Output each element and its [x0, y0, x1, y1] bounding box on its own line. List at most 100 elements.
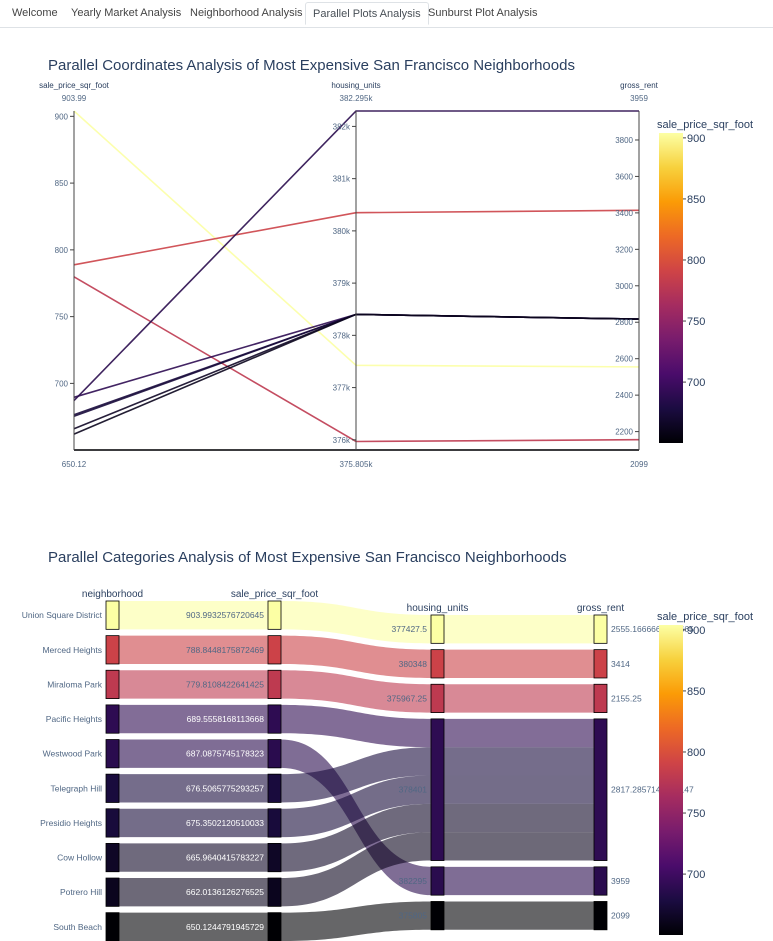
parallel-categories-chart[interactable]: Parallel Categories Analysis of Most Exp…: [0, 540, 773, 941]
category-label: 2099: [611, 911, 630, 921]
axis-tick-label: 3800: [615, 136, 633, 145]
price-block: [267, 912, 282, 941]
axis-tick-label: 850: [55, 179, 69, 188]
rent-block: [593, 866, 608, 896]
tab-neighborhood-analysis[interactable]: Neighborhood Analysis: [190, 7, 303, 19]
chart-title: Parallel Categories Analysis of Most Exp…: [48, 549, 567, 566]
category-ribbon: [119, 704, 268, 734]
category-ribbon: [444, 832, 594, 861]
category-label: 687.0875745178323: [186, 749, 264, 759]
axis-tick-label: 800: [55, 246, 69, 255]
axis-tick-label: 381k: [333, 175, 351, 184]
category-label: 2155.25: [611, 693, 642, 703]
axis-max-label: 3959: [630, 94, 648, 103]
axis-tick-label: 3200: [615, 245, 633, 254]
colorbar-tick-label: 700: [687, 377, 705, 389]
colorbar-tick-label: 900: [687, 133, 705, 145]
axis-tick-label: 2400: [615, 391, 633, 400]
axis-tick-label: 376k: [333, 436, 351, 445]
category-label: 903.9932576720645: [186, 610, 264, 620]
category-ribbon: [119, 635, 268, 664]
price-block: [267, 843, 282, 873]
tab-bar: Welcome Yearly Market Analysis Neighborh…: [0, 0, 773, 28]
category-ribbon: [281, 775, 431, 838]
category-ribbon: [119, 670, 268, 699]
category-label: Cow Hollow: [57, 853, 103, 863]
housing-block: [430, 683, 445, 713]
tab-yearly-market-analysis[interactable]: Yearly Market Analysis: [71, 7, 182, 19]
category-ribbon: [444, 649, 594, 678]
axis-tick-label: 379k: [333, 279, 351, 288]
housing-block: [430, 718, 445, 861]
dimension-label: gross_rent: [577, 603, 624, 614]
tab-welcome[interactable]: Welcome: [12, 7, 58, 19]
category-label: 675.3502120510033: [186, 818, 264, 828]
colorbar-tick-label: 850: [687, 194, 705, 206]
axis-max-label: 382.295k: [340, 94, 374, 103]
axis-tick-label: 3000: [615, 282, 633, 291]
category-label: 665.9640415783227: [186, 853, 264, 863]
category-label: 377427.5: [392, 624, 428, 634]
neighborhood-block: [105, 704, 120, 734]
category-label: 676.5065775293257: [186, 783, 264, 793]
category-ribbon: [444, 775, 594, 804]
category-label: Union Square District: [22, 610, 103, 620]
category-ribbon: [444, 747, 594, 776]
category-ribbon: [281, 635, 431, 678]
category-ribbon: [119, 774, 268, 803]
axis-label: housing_units: [331, 81, 380, 90]
category-label: 380348: [399, 659, 428, 669]
category-ribbon: [119, 739, 268, 768]
category-ribbon: [119, 601, 268, 630]
neighborhood-block: [105, 739, 120, 769]
category-ribbon: [281, 901, 431, 941]
colorbar: [659, 625, 683, 935]
housing-block: [430, 901, 445, 931]
price-block: [267, 600, 282, 630]
category-label: 779.8108422641425: [186, 679, 264, 689]
chart-title: Parallel Coordinates Analysis of Most Ex…: [48, 57, 575, 74]
tab-sunburst-plot-analysis[interactable]: Sunburst Plot Analysis: [428, 7, 538, 19]
category-label: Merced Heights: [42, 645, 102, 655]
category-ribbon: [444, 901, 594, 930]
axis-tick-label: 2600: [615, 355, 633, 364]
price-block: [267, 808, 282, 838]
colorbar-title: sale_price_sqr_foot: [657, 119, 753, 131]
axis-tick-label: 378k: [333, 331, 351, 340]
rent-block: [593, 683, 608, 713]
category-ribbon: [444, 866, 594, 896]
category-ribbon: [119, 808, 268, 838]
category-ribbon: [281, 704, 431, 748]
neighborhood-block: [105, 669, 120, 699]
price-block: [267, 704, 282, 734]
housing-block: [430, 649, 445, 679]
category-label: 375805: [399, 911, 428, 921]
axis-tick-label: 2200: [615, 428, 633, 437]
colorbar: [659, 133, 683, 443]
category-ribbon: [119, 843, 268, 872]
colorbar-tick-label: 800: [687, 747, 705, 759]
housing-block: [430, 866, 445, 896]
rent-block: [593, 718, 608, 861]
axis-tick-label: 700: [55, 379, 69, 388]
colorbar-tick-label: 850: [687, 686, 705, 698]
parallel-coordinates-chart[interactable]: Parallel Coordinates Analysis of Most Ex…: [0, 40, 773, 480]
category-label: Potrero Hill: [60, 887, 102, 897]
tab-parallel-plots-analysis[interactable]: Parallel Plots Analysis: [305, 2, 429, 25]
category-label: Westwood Park: [43, 749, 103, 759]
category-label: 382295: [399, 876, 428, 886]
category-label: 375967.25: [387, 693, 427, 703]
colorbar-tick-label: 900: [687, 625, 705, 637]
colorbar-tick-label: 700: [687, 869, 705, 881]
price-block: [267, 877, 282, 907]
axis-tick-label: 750: [55, 313, 69, 322]
colorbar-tick-label: 800: [687, 255, 705, 267]
axis-tick-label: 382k: [333, 122, 351, 131]
category-label: 2555.1666666666665: [611, 624, 694, 634]
axis-tick-label: 2800: [615, 318, 633, 327]
category-label: 650.1244791945729: [186, 922, 264, 932]
price-block: [267, 669, 282, 699]
category-ribbon: [281, 670, 431, 713]
price-block: [267, 635, 282, 665]
dimension-label: housing_units: [407, 603, 469, 614]
